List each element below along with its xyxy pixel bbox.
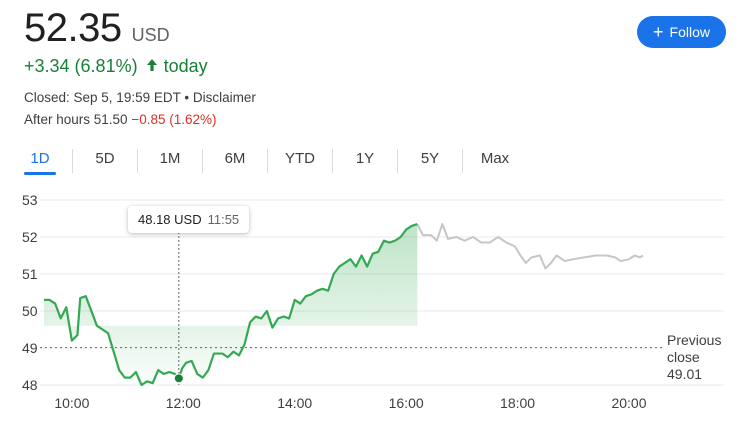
- y-tick-label: 52: [22, 229, 38, 245]
- previous-close-value: 49.01: [667, 366, 703, 382]
- currency-code: USD: [131, 25, 170, 45]
- tooltip-value: 48.18 USD: [138, 212, 202, 227]
- follow-button[interactable]: + Follow: [637, 16, 726, 48]
- tab-divider: [332, 148, 333, 173]
- after-hours: After hours 51.50 −0.85 (1.62%): [24, 112, 217, 127]
- tab-divider: [397, 148, 398, 173]
- arrow-up-icon: [146, 56, 158, 77]
- tab-divider: [462, 148, 463, 173]
- previous-close-line1: Previous: [667, 332, 722, 348]
- tab-5y[interactable]: 5Y: [420, 150, 440, 167]
- tab-divider: [72, 148, 73, 173]
- closed-status: Closed: Sep 5, 19:59 EDT • Disclaimer: [24, 90, 256, 105]
- tab-divider: [267, 148, 268, 173]
- tab-5d[interactable]: 5D: [95, 150, 115, 167]
- after-hours-change: −0.85 (1.62%): [131, 112, 217, 127]
- after-hours-label: After hours 51.50: [24, 112, 128, 127]
- price-change: +3.34 (6.81%) today: [24, 56, 208, 77]
- x-tick-label: 18:00: [500, 395, 535, 411]
- y-tick-label: 48: [22, 377, 38, 393]
- y-tick-label: 49: [22, 340, 38, 356]
- tab-divider: [202, 148, 203, 173]
- regular-session-line: [44, 223, 418, 387]
- x-tick-label: 14:00: [277, 395, 312, 411]
- x-tick-label: 20:00: [611, 395, 646, 411]
- y-tick-label: 50: [22, 303, 38, 319]
- current-price: 52.35: [24, 6, 122, 50]
- change-value: +3.34 (6.81%): [24, 56, 138, 76]
- area-fill: [44, 224, 418, 385]
- tab-6m[interactable]: 6M: [224, 150, 246, 167]
- after-hours-line: [416, 223, 644, 270]
- y-tick-label: 53: [22, 192, 38, 208]
- tab-ytd[interactable]: YTD: [285, 150, 315, 167]
- previous-close-label: Previous close 49.01: [667, 332, 721, 383]
- hover-marker-point: [173, 373, 184, 384]
- x-tick-label: 12:00: [166, 395, 201, 411]
- change-period: today: [163, 56, 208, 76]
- previous-close-line2: close: [667, 349, 700, 365]
- range-tabs: 1D 5D 1M 6M YTD 1Y 5Y Max: [20, 146, 515, 175]
- x-tick-label: 10:00: [54, 395, 89, 411]
- tab-1d[interactable]: 1D: [20, 146, 60, 175]
- tooltip-time: 11:55: [207, 212, 240, 227]
- price-chart[interactable]: 48 49 50 51 52 53 10:00 12:00 14:00 16:00 18:00 20:…: [0, 186, 750, 430]
- tab-1m[interactable]: 1M: [159, 150, 181, 167]
- tab-max[interactable]: Max: [480, 150, 510, 167]
- price-header: 52.35 USD: [24, 6, 170, 51]
- tab-1y[interactable]: 1Y: [355, 150, 375, 167]
- x-tick-label: 16:00: [389, 395, 424, 411]
- hover-tooltip: 48.18 USD 11:55: [128, 206, 250, 233]
- y-tick-label: 51: [22, 266, 38, 282]
- tab-divider: [137, 148, 138, 173]
- follow-label: Follow: [669, 24, 710, 40]
- plus-icon: +: [653, 22, 664, 42]
